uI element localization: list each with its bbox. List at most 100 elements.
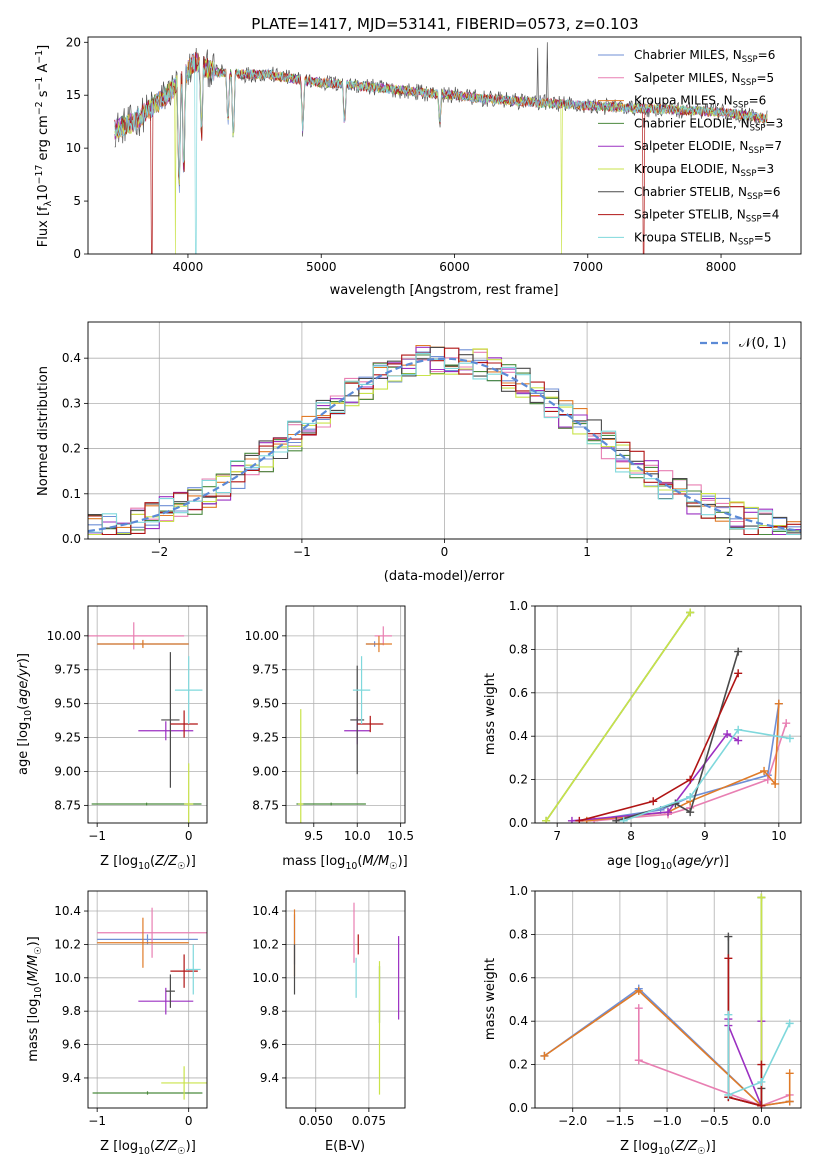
data-point: [724, 954, 733, 963]
legend-entry: Chabrier MILES, NSSP=6: [634, 48, 775, 65]
y-tick-label: 9.6: [260, 1038, 279, 1052]
axes-frame: 9.5 10.0 10.5 8.75 9.00 9.25 9.50 9.75 10.00 mass…: [245, 605, 414, 872]
data-point: [634, 986, 643, 995]
y-tick-label: 9.75: [54, 663, 81, 677]
series-line: [727, 1014, 791, 1097]
errorbar-salpeter-elodie: [138, 987, 194, 1015]
data-point: [619, 816, 628, 823]
series-line: [637, 1008, 790, 1107]
y-tick-label: 10.0: [54, 971, 81, 985]
plot-area: [88, 622, 203, 823]
y-tick-label: 5: [73, 194, 81, 208]
data-point: [723, 730, 732, 739]
age-vs-Z-chart: −1 0 8.75 9.00 9.25 9.50 9.75 10.00 Z [log10(Z/Z…: [16, 605, 208, 872]
y-tick-label: 0.2: [509, 773, 528, 787]
data-point: [757, 893, 766, 902]
x-axis-label: Z [log10(Z/Z☉)]: [100, 1139, 196, 1157]
series-line: [545, 612, 691, 822]
y-tick-label: 10: [66, 141, 81, 155]
y-tick-label: 10.4: [54, 904, 81, 918]
axes-border: [87, 321, 802, 540]
x-tick-label: 8: [627, 829, 635, 843]
plot-area: [293, 902, 400, 1095]
x-tick-label: −2.0: [558, 1114, 587, 1128]
axes-border: [87, 36, 802, 255]
y-tick-label: 0.6: [509, 971, 528, 985]
y-tick-label: 9.4: [260, 1071, 279, 1085]
x-axis-label: Z [log10(Z/Z☉)]: [100, 854, 196, 872]
series-line: [579, 672, 739, 822]
grid: [88, 891, 207, 1108]
y-tick-label: 9.00: [252, 764, 279, 778]
x-tick-label: 10.0: [344, 829, 371, 843]
y-tick-label: 1.0: [509, 884, 528, 898]
errorbar-kroupa-elodie: [161, 1066, 207, 1100]
x-tick-label: 4000: [173, 260, 204, 274]
y-tick-label: 0.0: [509, 816, 528, 830]
x-tick-label: −1: [88, 1114, 106, 1128]
axes-border: [285, 605, 406, 824]
legend: Chabrier MILES, NSSP=6 Salpeter MILES, NS…: [598, 48, 783, 247]
x-tick-label: 5000: [306, 260, 337, 274]
axes-frame: −2.0 −1.5 −1.0 −0.5 0.0 0.0 0.2 0.4 0.6 0.8 1.0 Z […: [483, 884, 802, 1157]
massweight-vs-age-chart: 7 8 9 10 0.0 0.2 0.4 0.6 0.8 1.0 age [log10(age/yr…: [483, 599, 802, 872]
errorbar-kroupa-elodie: [184, 763, 194, 823]
plot-area: [88, 344, 801, 536]
x-tick-label: 0: [185, 1114, 193, 1128]
y-tick-label: 20: [66, 35, 81, 49]
spectrum-line-kroupa-elodie: [114, 56, 768, 254]
errorbar-salpeter-stelib: [170, 710, 198, 738]
x-tick-label: 0: [441, 545, 449, 559]
y-axis-label: Flux [fλ10−17 erg cm−2 s−1 A−1]: [34, 45, 54, 247]
data-point: [612, 816, 621, 823]
x-tick-label: 9.5: [304, 829, 323, 843]
y-tick-label: 9.50: [54, 697, 81, 711]
data-point: [575, 816, 584, 823]
errorbar-kroupa-stelib: [174, 656, 203, 724]
y-tick-label: 10.2: [54, 937, 81, 951]
errorbar-kroupa-elodie: [298, 709, 304, 823]
data-point: [686, 792, 695, 801]
errorbar-kroupa-miles: [97, 639, 189, 649]
data-point: [782, 719, 791, 728]
x-tick-label: −1: [293, 545, 311, 559]
x-axis-label: mass [log10(M/M☉)]: [282, 854, 408, 872]
x-tick-label: −2: [150, 545, 168, 559]
data-point: [686, 808, 695, 817]
y-tick-label: 0.2: [62, 442, 81, 456]
data-point: [634, 1056, 643, 1065]
y-tick-label: 9.8: [62, 1004, 81, 1018]
x-axis-label: wavelength [Angstrom, rest frame]: [330, 283, 559, 298]
axes-frame: −2 −1 0 1 2 0.0 0.1 0.2 0.3 0.4 𝒩(0, 1) (data-model…: [36, 321, 802, 584]
x-tick-label: 0.075: [352, 1114, 386, 1128]
errorbar-chabrier-stelib: [161, 652, 180, 788]
data-point: [724, 1090, 733, 1099]
series-kroupa-miles: [582, 699, 783, 823]
y-tick-label: 15: [66, 88, 81, 102]
x-tick-label: 7: [553, 829, 561, 843]
x-tick-label: 10.5: [387, 829, 414, 843]
x-tick-label: 0: [185, 829, 193, 843]
data-point: [760, 766, 769, 775]
plot-area: [540, 893, 794, 1108]
series-line: [623, 728, 791, 822]
axes-border: [87, 890, 208, 1109]
y-tick-label: 1.0: [509, 599, 528, 613]
y-axis-label: age [log10(age/yr)]: [16, 653, 34, 775]
x-tick-label: 9: [701, 829, 709, 843]
data-point: [540, 1051, 549, 1060]
series-kroupa-stelib: [724, 1010, 794, 1099]
x-axis-label: age [log10(age/yr)]: [607, 854, 729, 872]
axes-frame: 4000 5000 6000 7000 8000 0 5 10 15 20 wavelength […: [34, 35, 802, 298]
y-axis-label: Normed distribution: [36, 366, 51, 496]
legend-entry: Kroupa STELIB, NSSP=5: [634, 230, 772, 247]
figure-title: PLATE=1417, MJD=53141, FIBERID=0573, z=0…: [251, 15, 638, 33]
data-point: [785, 1097, 794, 1106]
histogram-kroupa-stelib: [88, 353, 801, 536]
y-axis-label: mass weight: [483, 673, 498, 755]
histogram-kroupa-elodie: [88, 348, 801, 536]
grid: [535, 605, 801, 824]
y-tick-label: 0.3: [62, 396, 81, 410]
y-tick-label: 0.0: [62, 532, 81, 546]
axes-border: [534, 890, 802, 1109]
